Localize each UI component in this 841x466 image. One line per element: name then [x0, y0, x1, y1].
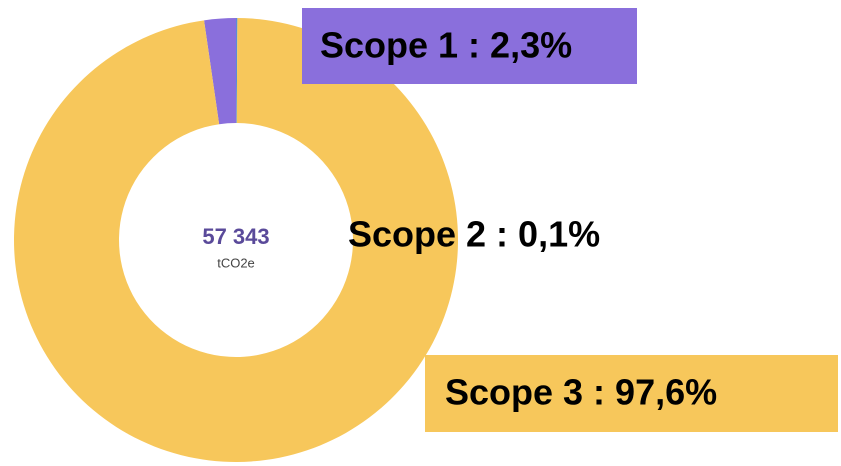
slice	[14, 18, 458, 462]
slice	[204, 18, 236, 125]
slice-label: Scope 1 : 2,3%	[320, 25, 572, 66]
center-value: 57 343	[202, 224, 269, 249]
slice-label: Scope 2 : 0,1%	[348, 214, 600, 255]
slice	[236, 18, 238, 124]
slice-label: Scope 3 : 97,6%	[445, 372, 717, 413]
label-box	[425, 355, 838, 432]
center-unit: tCO2e	[217, 255, 255, 270]
label-box	[302, 8, 637, 84]
